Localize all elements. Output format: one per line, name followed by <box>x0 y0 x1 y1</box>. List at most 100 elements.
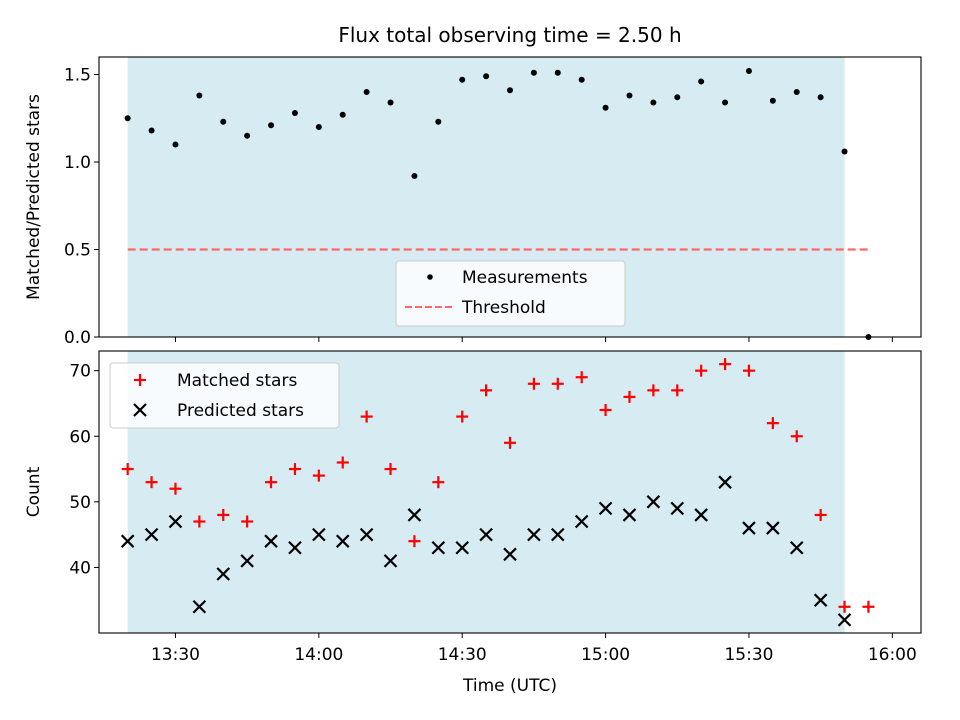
measurement-point <box>530 69 537 76</box>
predicted-star-point-b <box>288 540 302 555</box>
top-y-tick-label: 0.0 <box>64 328 91 348</box>
measurement-point <box>602 104 609 111</box>
top-plot-y-ticks: 0.0 0.5 1.0 1.5 <box>64 66 99 348</box>
measurement-point <box>817 94 824 101</box>
predicted-star-point-b <box>574 514 589 529</box>
measurement-point <box>196 92 203 99</box>
predicted-star-point-b <box>503 547 517 562</box>
predicted-star-point-b <box>431 540 446 555</box>
bottom-plot-series <box>120 358 875 627</box>
top-y-tick-label: 1.5 <box>64 66 91 86</box>
bottom-legend-box <box>109 362 340 429</box>
measurement-point <box>315 124 322 130</box>
measurement-point <box>172 141 179 148</box>
top-legend: Measurements Threshold <box>395 260 626 327</box>
predicted-star-point-b <box>335 534 350 548</box>
chart-title: Flux total observing time = 2.50 h <box>338 23 681 47</box>
top-legend-box <box>395 260 626 327</box>
predicted-star-point-b <box>216 567 231 581</box>
measurement-point <box>387 99 394 106</box>
bottom-y-tick-label: 70 <box>69 362 91 382</box>
predicted-star-point-b <box>551 527 565 542</box>
measurement-point <box>459 76 466 83</box>
predicted-star-point-b <box>646 495 661 509</box>
bottom-plot-x-ticks: 13:30 14:00 14:30 15:00 15:30 16:00 <box>151 633 917 665</box>
bottom-legend: Matched stars Predicted stars <box>109 362 340 429</box>
predicted-star-point-b <box>144 527 159 542</box>
measurement-point <box>268 122 275 129</box>
legend-threshold-label: Threshold <box>461 298 546 318</box>
measurement-point <box>793 89 800 95</box>
measurement-point <box>769 97 776 104</box>
predicted-star-point-b <box>383 554 398 568</box>
top-plot-x-ticks <box>174 337 893 342</box>
measurement-point <box>722 99 729 106</box>
top-plot-frame <box>98 56 922 338</box>
legend-predicted-stars-label: Predicted stars <box>177 401 304 421</box>
top-y-tick-label: 1.0 <box>64 153 91 173</box>
measurement-point <box>650 99 657 106</box>
measurement-point <box>244 132 251 139</box>
measurement-point <box>124 115 131 122</box>
legend-x-b <box>133 403 147 417</box>
predicted-star-point-b <box>168 514 183 529</box>
measurement-point <box>220 118 227 125</box>
bottom-plot-y-ticks: 40 50 60 70 <box>69 362 99 578</box>
measurement-point <box>578 76 585 83</box>
top-y-tick-label: 0.5 <box>64 241 91 261</box>
measurement-point <box>698 78 705 85</box>
predicted-star-point-b <box>455 540 469 555</box>
predicted-star-point-b <box>694 508 708 522</box>
predicted-star-point-b <box>742 521 756 535</box>
predicted-star-point-b <box>527 527 541 542</box>
x-tick-label: 14:00 <box>294 645 343 665</box>
predicted-star-point-b <box>670 501 685 516</box>
measurement-point <box>507 87 513 94</box>
measurement-point <box>674 94 681 101</box>
predicted-star-point-b <box>789 540 804 555</box>
bottom-y-tick-label: 50 <box>69 493 91 513</box>
top-plot-series <box>124 68 872 340</box>
legend-matched-stars-label: Matched stars <box>177 371 297 391</box>
x-tick-label: 15:00 <box>581 645 630 665</box>
measurement-point <box>363 89 370 95</box>
x-tick-label: 16:00 <box>868 645 917 665</box>
predicted-star-point-b <box>479 527 493 542</box>
measurement-point <box>554 69 561 76</box>
measurement-point <box>626 92 633 99</box>
predicted-star-point-b <box>312 527 326 542</box>
measurement-point <box>148 127 155 134</box>
predicted-star-point-b <box>598 501 613 516</box>
predicted-star-point-b <box>622 508 637 522</box>
top-plot: 0.0 0.5 1.0 1.5 Flux total observing time =… <box>24 23 922 348</box>
measurement-point <box>483 73 490 80</box>
measurement-point <box>411 173 418 179</box>
measurement-point <box>339 111 346 118</box>
measurement-point <box>745 68 752 74</box>
predicted-star-point-b <box>359 527 374 542</box>
predicted-star-point-b <box>264 534 278 548</box>
predicted-star-point-b <box>837 613 852 627</box>
x-axis-label: Time (UTC) <box>462 676 557 696</box>
bottom-plot-frame <box>98 350 922 634</box>
bottom-y-tick-label: 60 <box>69 427 91 447</box>
bottom-y-tick-label: 40 <box>69 558 91 578</box>
predicted-star-point-b <box>192 599 207 614</box>
predicted-star-point-b <box>240 554 254 568</box>
bottom-y-axis-label: Count <box>24 466 44 517</box>
predicted-star-point-b <box>407 508 422 522</box>
x-tick-label: 15:30 <box>724 645 773 665</box>
top-y-axis-label: Matched/Predicted stars <box>24 94 44 300</box>
predicted-star-point-b <box>120 534 135 548</box>
predicted-star-point-b <box>766 521 780 535</box>
predicted-star-point-b <box>718 475 732 489</box>
x-tick-label: 13:30 <box>151 645 200 665</box>
legend-predicted-stars-marker <box>133 403 147 417</box>
x-tick-label: 14:30 <box>438 645 487 665</box>
legend-measurements-marker <box>427 274 433 280</box>
measurement-point <box>841 148 848 155</box>
measurement-point <box>291 110 298 116</box>
legend-matched-stars-marker <box>134 374 146 386</box>
